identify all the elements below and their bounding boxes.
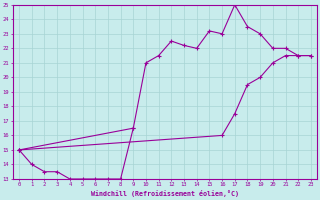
X-axis label: Windchill (Refroidissement éolien,°C): Windchill (Refroidissement éolien,°C): [91, 190, 239, 197]
